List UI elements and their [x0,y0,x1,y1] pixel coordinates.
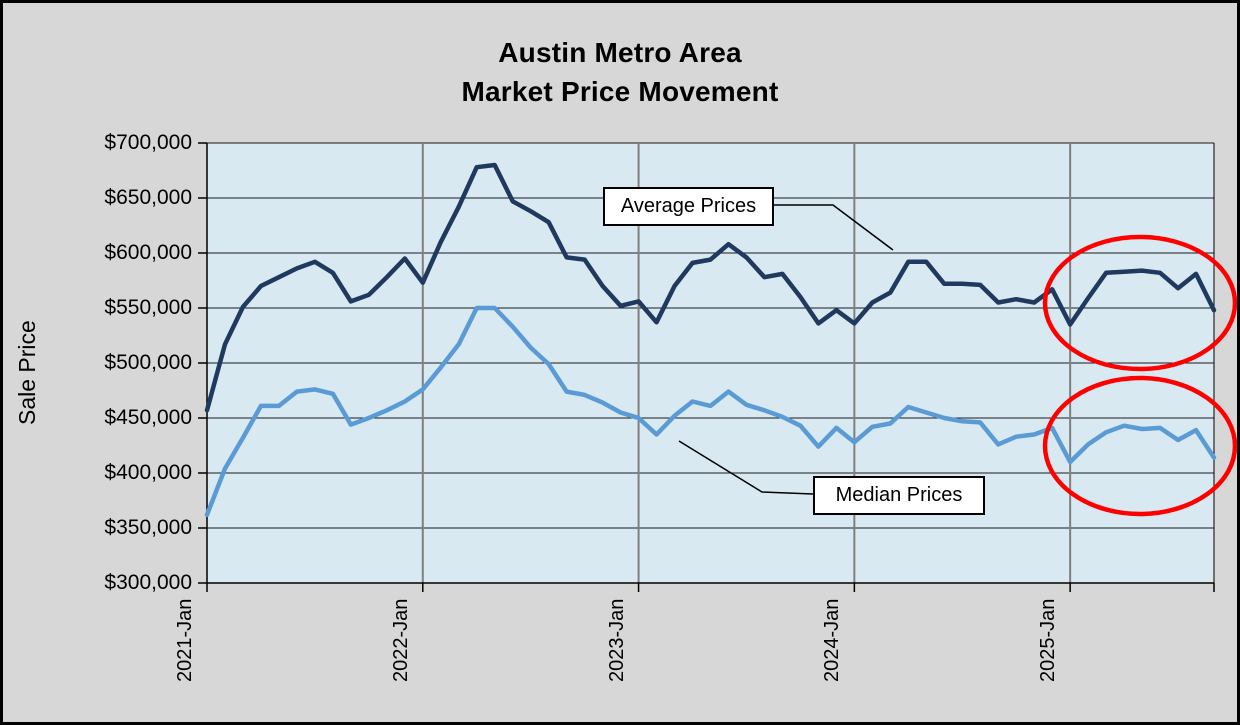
chart-title-line2: Market Price Movement [461,76,779,107]
median-callout-connector [678,440,814,495]
average-prices-label: Average Prices [620,195,757,217]
x-axis-tick-label: 2023-Jan [605,598,628,682]
average-callout-connector [770,204,894,251]
y-axis-tick-label: $550,000 [104,296,192,319]
x-axis-tick-label: 2021-Jan [174,598,196,682]
y-axis-tick-label: $700,000 [104,131,192,154]
y-axis-tick-label: $300,000 [104,571,192,594]
y-axis-tick-label: $450,000 [104,406,192,429]
x-axis-tick-label: 2025-Jan [1037,598,1060,682]
y-axis-tick-label: $400,000 [104,461,192,484]
chart-title: Austin Metro Area Market Price Movement [0,33,1240,111]
y-axis-tick-label: $500,000 [104,351,192,374]
median-prices-callout: Median Prices [813,476,985,515]
average-prices-callout: Average Prices [603,187,774,226]
x-axis-tick-label: 2022-Jan [389,598,412,682]
highlight-ellipse-average [1042,234,1238,372]
median-prices-label: Median Prices [835,484,963,506]
y-axis-tick-label: $650,000 [104,186,192,209]
y-axis-tick-label: $350,000 [104,516,192,539]
y-axis-tick-label: $600,000 [104,241,192,264]
x-axis-tick-label: 2024-Jan [821,598,844,682]
chart-title-line1: Austin Metro Area [498,37,742,68]
highlight-ellipse-median [1042,375,1238,517]
